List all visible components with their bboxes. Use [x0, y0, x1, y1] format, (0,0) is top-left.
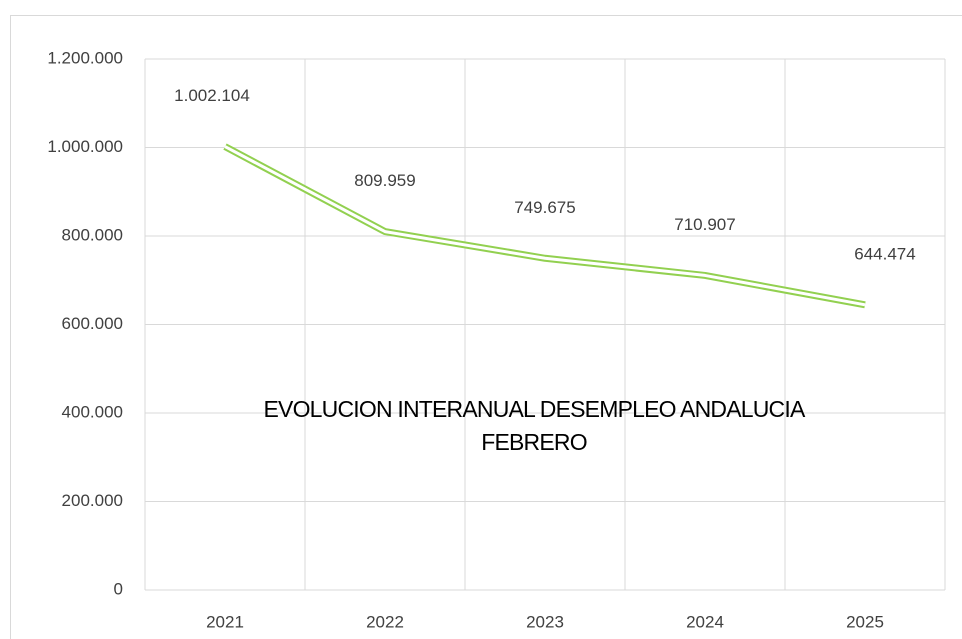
y-tick-label: 200.000	[62, 491, 123, 510]
x-tick-label: 2025	[846, 612, 884, 631]
data-label: 710.907	[674, 215, 735, 234]
y-tick-label: 600.000	[62, 314, 123, 333]
y-tick-label: 1.000.000	[47, 137, 123, 156]
chart-border	[10, 15, 962, 639]
y-tick-label: 400.000	[62, 402, 123, 421]
data-label: 809.959	[354, 171, 415, 190]
data-label: 749.675	[514, 198, 575, 217]
x-tick-label: 2024	[686, 612, 724, 631]
line-inner	[224, 145, 866, 307]
y-tick-label: 0	[114, 579, 123, 598]
data-label: 644.474	[854, 244, 915, 263]
x-tick-label: 2023	[526, 612, 564, 631]
chart-title: EVOLUCION INTERANUAL DESEMPLEO ANDALUCIA…	[263, 396, 805, 455]
y-tick-label: 800.000	[62, 225, 123, 244]
line-outer	[223, 143, 866, 309]
data-label: 1.002.104	[174, 86, 250, 105]
x-tick-label: 2022	[366, 612, 404, 631]
x-tick-label: 2021	[206, 612, 244, 631]
y-tick-label: 1.200.000	[47, 48, 123, 67]
